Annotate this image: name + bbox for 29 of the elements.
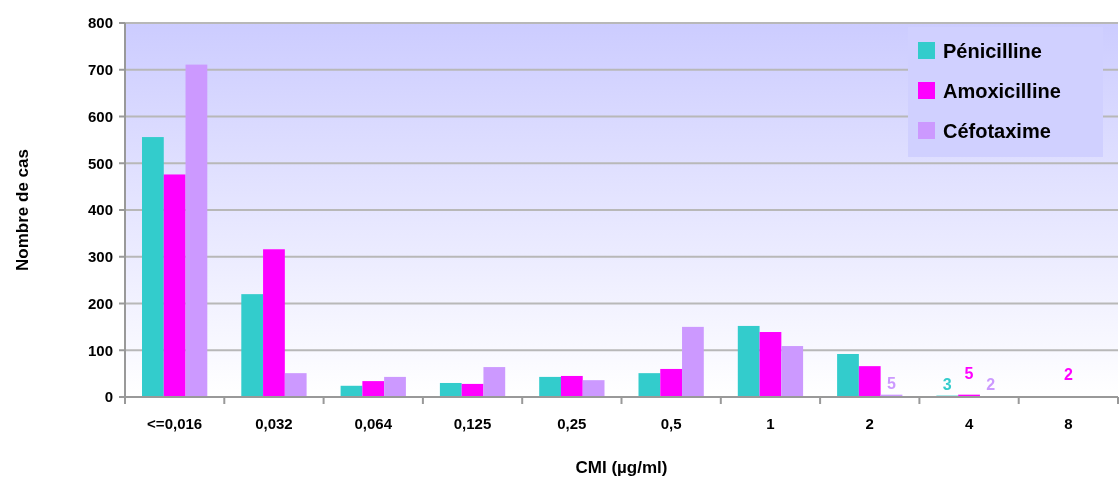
y-axis-title: Nombre de cas [13,149,32,271]
x-tick-label: 2 [865,415,874,432]
data-label: 2 [986,376,996,394]
legend-label: Amoxicilline [943,80,1061,102]
data-label: 5 [964,364,974,382]
x-tick-label: 0,25 [557,415,587,432]
x-axis-title: CMI (µg/ml) [575,458,668,477]
x-tick-label: 8 [1064,415,1073,432]
legend-label: Pénicilline [943,40,1042,62]
y-tick-label: 400 [87,201,113,219]
x-tick-label: 1 [766,415,775,432]
x-tick-label: 0,064 [354,415,393,432]
y-tick-label: 0 [104,388,113,406]
x-tick-label: 4 [964,415,974,432]
y-tick-label: 700 [87,61,113,78]
x-tick-label: 0,5 [660,415,682,432]
legend-label: Céfotaxime [943,120,1051,142]
y-tick-label: 500 [87,154,113,172]
y-tick-label: 100 [87,341,113,359]
x-tick-label: 0,032 [255,415,293,432]
y-tick-label: 800 [87,14,113,32]
data-label: 2 [1063,366,1073,384]
data-label: 5 [887,374,897,392]
y-tick-label: 300 [87,248,113,265]
data-label: 3 [942,375,952,393]
x-tick-label: 0,125 [453,415,492,432]
x-tick-label: <=0,016 [147,415,203,432]
y-tick-label: 200 [87,294,113,312]
y-tick-label: 600 [87,107,113,125]
